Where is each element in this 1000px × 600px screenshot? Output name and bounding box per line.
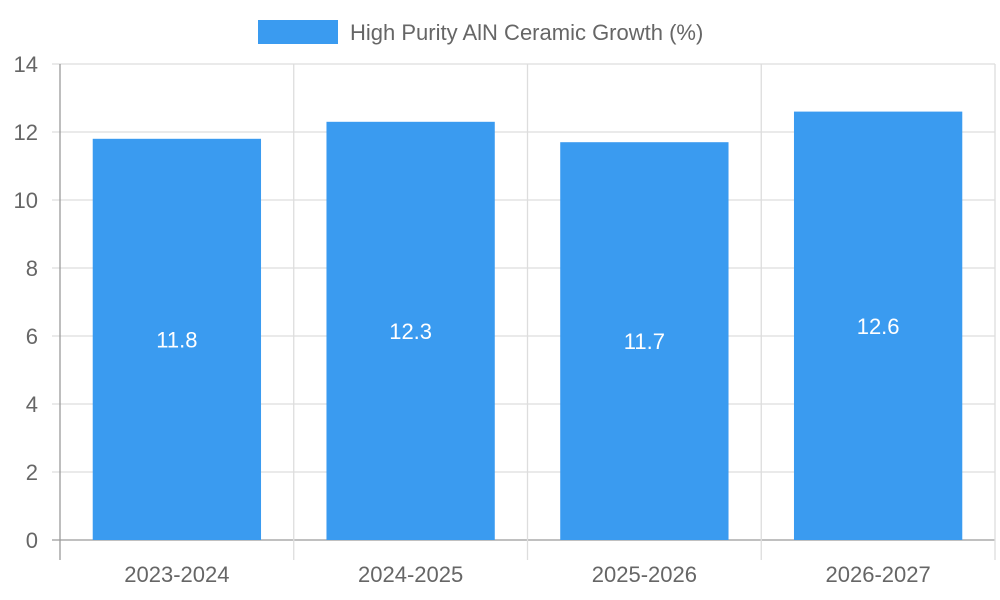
bar-value-label: 11.7 (624, 329, 665, 354)
bar-value-label: 12.6 (857, 314, 900, 339)
y-tick-label: 10 (14, 188, 38, 213)
bar[interactable] (793, 111, 963, 540)
y-tick-label: 12 (14, 120, 38, 145)
x-tick-label: 2024-2025 (358, 562, 463, 587)
x-axis: 2023-2024 2024-2025 2025-2026 2026-2027 (124, 562, 930, 587)
bar[interactable] (560, 142, 729, 540)
bar-value-label: 12.3 (389, 319, 432, 344)
bars (92, 111, 963, 541)
x-tick-label: 2026-2027 (826, 562, 931, 587)
legend-swatch (258, 20, 338, 44)
y-tick-label: 14 (14, 52, 38, 77)
y-tick-label: 4 (26, 392, 38, 417)
legend: High Purity AlN Ceramic Growth (%) (258, 20, 703, 45)
y-tick-label: 0 (26, 528, 38, 553)
y-tick-label: 8 (26, 256, 38, 281)
data-labels: 11.8 12.3 11.7 12.6 (156, 314, 899, 354)
x-tick-label: 2025-2026 (592, 562, 697, 587)
bar[interactable] (326, 121, 495, 541)
y-tick-label: 6 (26, 324, 38, 349)
x-tick-label: 2023-2024 (124, 562, 229, 587)
bar-value-label: 11.8 (156, 327, 197, 352)
legend-label: High Purity AlN Ceramic Growth (%) (350, 20, 703, 45)
bar[interactable] (92, 138, 262, 541)
y-tick-label: 2 (26, 460, 38, 485)
y-axis: 0 2 4 6 8 10 12 14 (14, 52, 38, 553)
